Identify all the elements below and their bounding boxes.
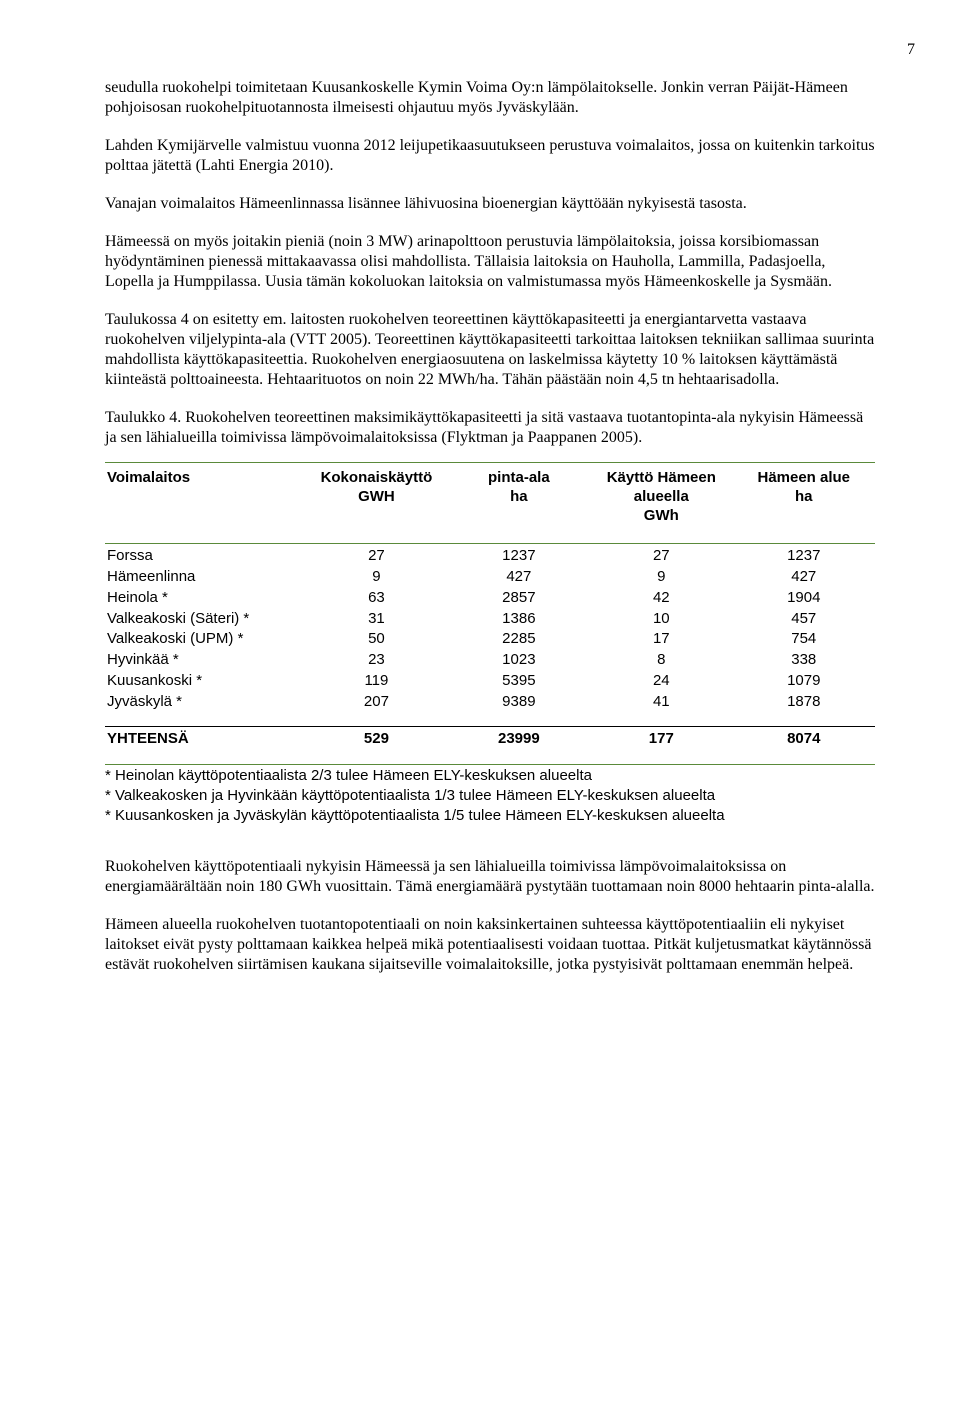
header-line1: Hämeen alue [757,469,850,486]
table-rule-header [105,543,875,544]
footnote-2: * Valkeakosken ja Hyvinkään käyttöpotent… [105,787,875,806]
footnote-1: * Heinolan käyttöpotentiaalista 2/3 tule… [105,767,875,786]
paragraph-7: Hämeen alueella ruokohelven tuotantopote… [105,915,875,975]
footnote-3: * Kuusankosken ja Jyväskylän käyttöpoten… [105,807,875,826]
table-header-row: Voimalaitos Kokonaiskäyttö GWH pinta-ala… [105,465,875,529]
table-rule-top [105,462,875,463]
header-line2: ha [510,488,528,505]
table-cell: Jyväskylä * [105,692,305,713]
header-line2: GWh [644,507,679,524]
table-cell: 1023 [448,650,590,671]
data-table: Voimalaitos Kokonaiskäyttö GWH pinta-ala… [105,465,875,529]
table-row: Valkeakoski (Säteri) *31138610457 [105,609,875,630]
table-rule-bottom [105,764,875,765]
table-cell: 2285 [448,629,590,650]
paragraph-3: Vanajan voimalaitos Hämeenlinnassa lisän… [105,194,875,214]
table-cell: Kuusankoski * [105,671,305,692]
table-cell: 9 [590,567,732,588]
table-cell: 24 [590,671,732,692]
header-line1: pinta-ala [488,469,550,486]
table-cell: 9389 [448,692,590,713]
table-cell: 338 [733,650,875,671]
table-cell: 1878 [733,692,875,713]
table-cell: 1237 [733,546,875,567]
table-cell: Hämeenlinna [105,567,305,588]
table-cell: 31 [305,609,447,630]
table-cell: 17 [590,629,732,650]
table-row: Hämeenlinna94279427 [105,567,875,588]
header-line1: Voimalaitos [107,469,190,486]
table-row: Valkeakoski (UPM) *50228517754 [105,629,875,650]
table-cell: 9 [305,567,447,588]
table-footnotes: * Heinolan käyttöpotentiaalista 2/3 tule… [105,767,875,825]
table-cell: 10 [590,609,732,630]
table-cell: Valkeakoski (UPM) * [105,629,305,650]
table-header-cell: Käyttö Hämeen alueella GWh [590,465,732,529]
table-cell: 8074 [733,729,875,750]
table-cell: 427 [733,567,875,588]
table-cell: 1237 [448,546,590,567]
table-cell: 42 [590,588,732,609]
paragraph-2: Lahden Kymijärvelle valmistuu vuonna 201… [105,136,875,176]
table-cell: 5395 [448,671,590,692]
data-table-body: Forssa271237271237Hämeenlinna94279427Hei… [105,546,875,712]
table-cell: 50 [305,629,447,650]
table-cell: 119 [305,671,447,692]
table-cell: 27 [305,546,447,567]
page-number: 7 [105,40,915,60]
table-row: Forssa271237271237 [105,546,875,567]
table-cell: Heinola * [105,588,305,609]
table-header-cell: Kokonaiskäyttö GWH [305,465,447,529]
table-rule-total-top [105,726,875,727]
table-cell: 177 [590,729,732,750]
table-cell: Forssa [105,546,305,567]
table-cell: 41 [590,692,732,713]
header-line2: ha [795,488,813,505]
table-cell: 27 [590,546,732,567]
table-cell: 207 [305,692,447,713]
table-row: Jyväskylä *2079389411878 [105,692,875,713]
table-cell: 457 [733,609,875,630]
paragraph-5: Taulukossa 4 on esitetty em. laitosten r… [105,310,875,390]
paragraph-1: seudulla ruokohelpi toimitetaan Kuusanko… [105,78,875,118]
table-cell: YHTEENSÄ [105,729,305,750]
table-cell: 63 [305,588,447,609]
header-line1: Käyttö Hämeen alueella [607,469,716,505]
table-header-cell: pinta-ala ha [448,465,590,529]
table-cell: 529 [305,729,447,750]
table-cell: 1079 [733,671,875,692]
table-cell: 1386 [448,609,590,630]
paragraph-6: Ruokohelven käyttöpotentiaali nykyisin H… [105,857,875,897]
table-cell: 2857 [448,588,590,609]
data-table-total: YHTEENSÄ 529 23999 177 8074 [105,729,875,750]
table-row: Kuusankoski *1195395241079 [105,671,875,692]
table-cell: 23 [305,650,447,671]
table-cell: 754 [733,629,875,650]
paragraph-4: Hämeessä on myös joitakin pieniä (noin 3… [105,232,875,292]
table-cell: Hyvinkää * [105,650,305,671]
header-line2: GWH [358,488,395,505]
table-header-cell: Hämeen alue ha [733,465,875,529]
table-cell: 1904 [733,588,875,609]
table-cell: 23999 [448,729,590,750]
header-line1: Kokonaiskäyttö [321,469,433,486]
table-total-row: YHTEENSÄ 529 23999 177 8074 [105,729,875,750]
table-cell: Valkeakoski (Säteri) * [105,609,305,630]
table-row: Hyvinkää *2310238338 [105,650,875,671]
table-header-cell: Voimalaitos [105,465,305,529]
table-cell: 8 [590,650,732,671]
table-caption: Taulukko 4. Ruokohelven teoreettinen mak… [105,408,875,448]
table-cell: 427 [448,567,590,588]
table-row: Heinola *632857421904 [105,588,875,609]
